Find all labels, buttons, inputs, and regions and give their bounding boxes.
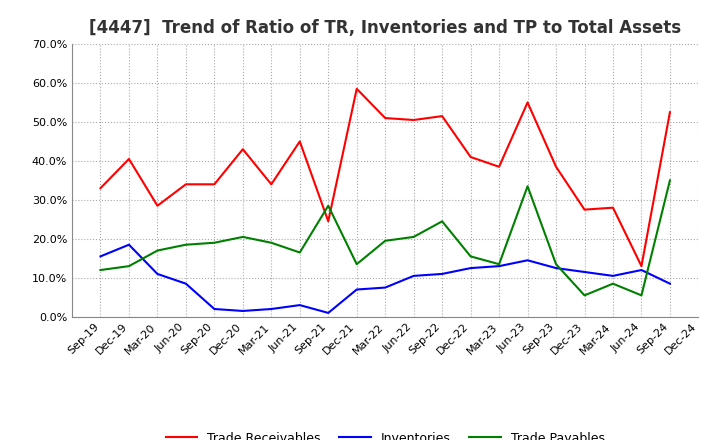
Trade Receivables bbox=[125, 156, 133, 161]
Trade Payables bbox=[552, 261, 560, 267]
Trade Payables bbox=[153, 248, 162, 253]
Trade Payables bbox=[96, 268, 105, 273]
Inventories bbox=[295, 302, 304, 308]
Trade Receivables bbox=[495, 164, 503, 169]
Inventories bbox=[210, 306, 219, 312]
Inventories bbox=[580, 269, 589, 275]
Inventories bbox=[495, 264, 503, 269]
Trade Receivables bbox=[523, 100, 532, 105]
Inventories bbox=[523, 258, 532, 263]
Inventories bbox=[238, 308, 247, 314]
Trade Receivables bbox=[410, 117, 418, 123]
Trade Payables bbox=[267, 240, 276, 246]
Trade Payables bbox=[181, 242, 190, 247]
Inventories bbox=[552, 265, 560, 271]
Inventories bbox=[608, 273, 617, 279]
Inventories bbox=[96, 254, 105, 259]
Trade Payables bbox=[637, 293, 646, 298]
Trade Receivables bbox=[238, 147, 247, 152]
Trade Receivables bbox=[352, 86, 361, 92]
Trade Receivables bbox=[295, 139, 304, 144]
Trade Receivables bbox=[580, 207, 589, 212]
Inventories bbox=[352, 287, 361, 292]
Trade Receivables bbox=[665, 110, 674, 115]
Trade Payables bbox=[324, 203, 333, 209]
Line: Trade Payables: Trade Payables bbox=[101, 180, 670, 295]
Trade Receivables bbox=[267, 182, 276, 187]
Trade Payables bbox=[608, 281, 617, 286]
Inventories bbox=[637, 268, 646, 273]
Inventories bbox=[267, 306, 276, 312]
Trade Receivables bbox=[324, 219, 333, 224]
Inventories bbox=[467, 265, 475, 271]
Trade Receivables bbox=[181, 182, 190, 187]
Trade Payables bbox=[352, 261, 361, 267]
Inventories bbox=[381, 285, 390, 290]
Trade Payables bbox=[438, 219, 446, 224]
Trade Receivables bbox=[210, 182, 219, 187]
Inventories bbox=[438, 271, 446, 277]
Trade Receivables bbox=[153, 203, 162, 209]
Trade Receivables bbox=[381, 115, 390, 121]
Trade Payables bbox=[125, 264, 133, 269]
Trade Payables bbox=[210, 240, 219, 246]
Trade Receivables bbox=[608, 205, 617, 210]
Trade Payables bbox=[580, 293, 589, 298]
Line: Trade Receivables: Trade Receivables bbox=[101, 89, 670, 266]
Title: [4447]  Trend of Ratio of TR, Inventories and TP to Total Assets: [4447] Trend of Ratio of TR, Inventories… bbox=[89, 19, 681, 37]
Trade Payables bbox=[381, 238, 390, 243]
Trade Receivables bbox=[552, 164, 560, 169]
Trade Payables bbox=[523, 183, 532, 189]
Trade Payables bbox=[238, 234, 247, 239]
Legend: Trade Receivables, Inventories, Trade Payables: Trade Receivables, Inventories, Trade Pa… bbox=[161, 427, 610, 440]
Trade Receivables bbox=[467, 154, 475, 160]
Trade Payables bbox=[467, 254, 475, 259]
Trade Payables bbox=[665, 178, 674, 183]
Inventories bbox=[410, 273, 418, 279]
Trade Receivables bbox=[96, 186, 105, 191]
Line: Inventories: Inventories bbox=[101, 245, 670, 313]
Trade Receivables bbox=[637, 264, 646, 269]
Trade Payables bbox=[410, 234, 418, 239]
Inventories bbox=[153, 271, 162, 277]
Inventories bbox=[324, 310, 333, 315]
Trade Receivables bbox=[438, 114, 446, 119]
Trade Payables bbox=[495, 261, 503, 267]
Inventories bbox=[125, 242, 133, 247]
Inventories bbox=[665, 281, 674, 286]
Trade Payables bbox=[295, 250, 304, 255]
Inventories bbox=[181, 281, 190, 286]
